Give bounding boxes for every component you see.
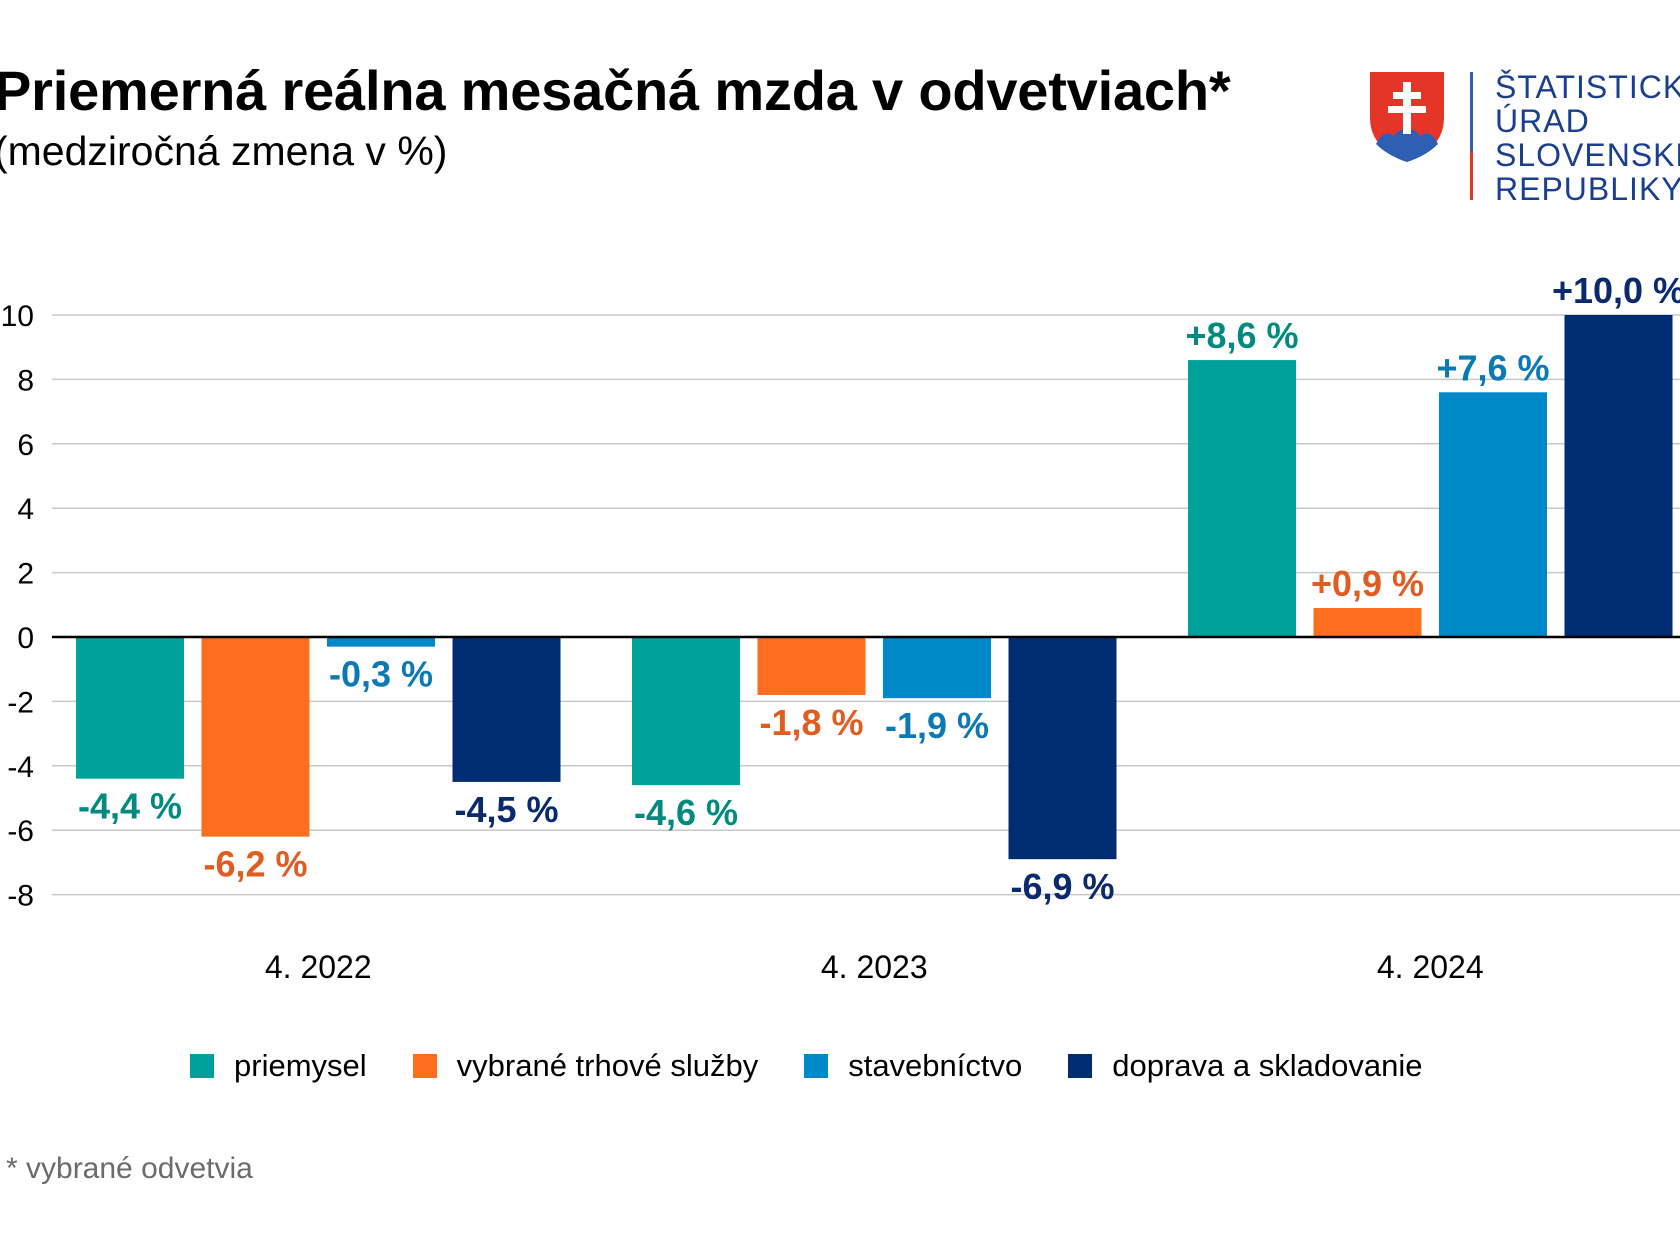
data-label: -4,6 % <box>634 792 738 833</box>
y-tick-label: -2 <box>7 686 34 719</box>
data-label: +8,6 % <box>1185 315 1298 356</box>
data-label: -1,9 % <box>885 705 989 746</box>
bar <box>1564 315 1673 637</box>
page-title: Priemerná reálna mesačná mzda v odvetvia… <box>0 59 1231 122</box>
bar <box>632 637 740 786</box>
bar <box>327 637 435 647</box>
page-subtitle: (medziročná zmena v %) <box>0 128 448 174</box>
logo-line: SLOVENSKEJ <box>1495 137 1680 173</box>
bar <box>452 637 561 782</box>
bar <box>883 637 991 699</box>
legend-item-priemysel: priemysel <box>190 1048 367 1084</box>
data-label: +7,6 % <box>1436 347 1549 388</box>
data-label: -4,4 % <box>78 786 182 827</box>
bar-chart: 10 8 6 4 2 0 -2 -4 -6 -8 -4,4 % -4,6 % +8,6 % -6,2 % -… <box>1 270 1680 985</box>
slovak-coat-of-arms-icon <box>1370 72 1444 162</box>
bar <box>757 637 866 695</box>
bar <box>1188 360 1296 637</box>
y-tick-label: -4 <box>7 751 34 784</box>
y-tick-label: 0 <box>17 622 34 655</box>
legend-label: priemysel <box>234 1048 367 1083</box>
data-label: -6,9 % <box>1010 866 1114 907</box>
legend: priemysel vybrané trhové služby stavební… <box>190 1048 1468 1084</box>
logo-line: ÚRAD <box>1495 103 1590 139</box>
legend-swatch <box>412 1054 437 1078</box>
y-tick-label: 8 <box>17 364 34 397</box>
legend-item-stavebnictvo: stavebníctvo <box>804 1048 1022 1084</box>
data-label: -1,8 % <box>759 702 863 743</box>
y-tick-label: -6 <box>7 815 34 848</box>
x-category-label: 4. 2022 <box>265 949 372 985</box>
bar <box>1008 637 1117 860</box>
y-tick-label: 2 <box>17 558 34 591</box>
data-label: +10,0 % <box>1552 270 1680 311</box>
logo-divider-red <box>1470 152 1473 200</box>
logo-text: ŠTATISTICKÝ ÚRAD SLOVENSKEJ REPUBLIKY <box>1495 70 1680 206</box>
footnote: * vybrané odvetvia <box>6 1152 253 1185</box>
data-label: +0,9 % <box>1311 563 1424 604</box>
y-tick-label: 4 <box>17 493 34 526</box>
statistical-office-logo <box>1370 72 1473 200</box>
y-tick-label: 6 <box>17 429 34 462</box>
legend-item-trhove-sluzby: vybrané trhové služby <box>412 1048 759 1084</box>
legend-item-doprava: doprava a skladovanie <box>1068 1048 1422 1084</box>
data-label: -0,3 % <box>329 654 433 695</box>
legend-swatch <box>190 1054 214 1078</box>
legend-label: stavebníctvo <box>848 1048 1023 1083</box>
legend-label: doprava a skladovanie <box>1112 1048 1423 1083</box>
data-label: -4,5 % <box>454 789 558 830</box>
logo-line: ŠTATISTICKÝ <box>1495 69 1680 105</box>
y-tick-label: -8 <box>7 880 34 913</box>
x-category-label: 4. 2023 <box>821 949 928 985</box>
x-category-label: 4. 2024 <box>1377 949 1484 985</box>
legend-label: vybrané trhové služby <box>456 1048 759 1083</box>
data-label: -6,2 % <box>203 844 307 885</box>
bar <box>1439 392 1547 637</box>
bar <box>1313 608 1422 637</box>
y-tick-label: 10 <box>1 300 34 333</box>
logo-line: REPUBLIKY <box>1495 171 1680 207</box>
bar <box>76 637 184 779</box>
bar <box>201 637 310 837</box>
legend-swatch <box>1068 1054 1093 1078</box>
legend-swatch <box>804 1054 829 1078</box>
logo-divider-blue <box>1470 72 1473 152</box>
